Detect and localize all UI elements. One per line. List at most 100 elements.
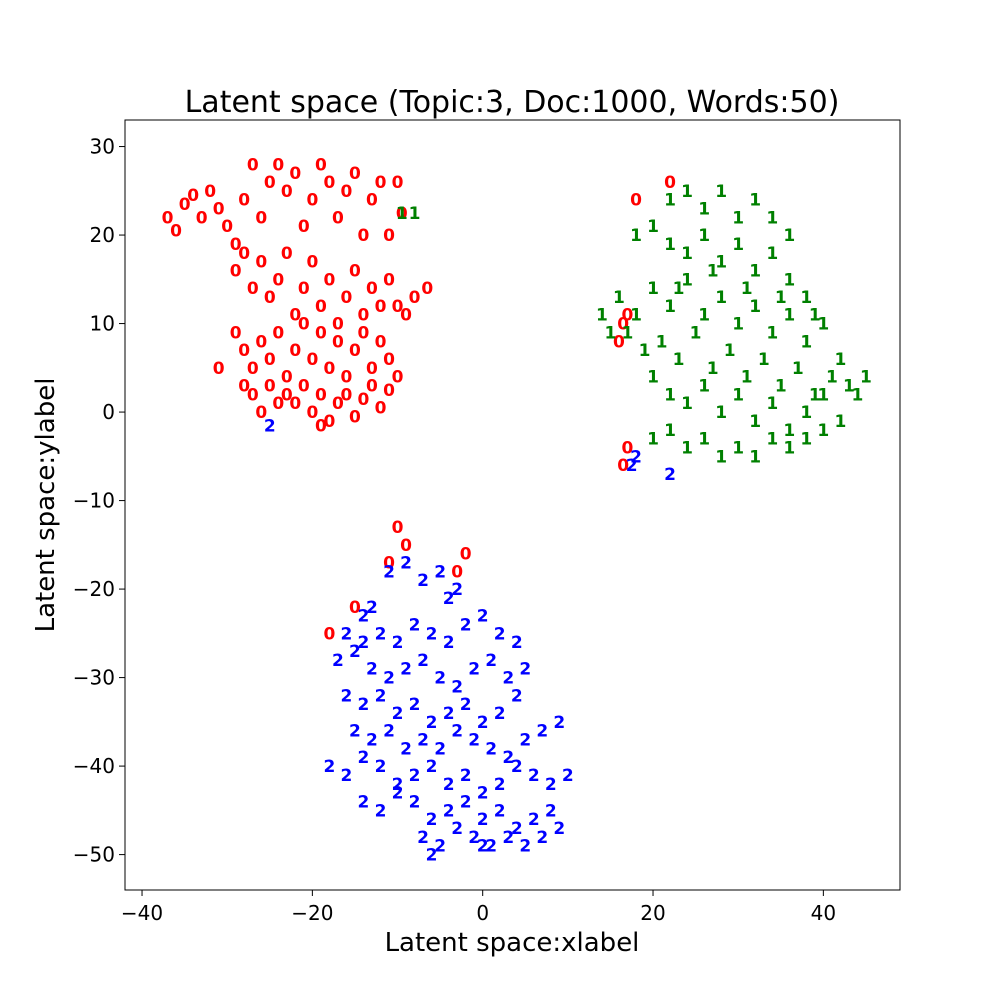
data-point-topic-0: 0 (451, 562, 463, 582)
data-point-topic-1: 1 (664, 421, 676, 441)
data-point-topic-2: 2 (341, 766, 353, 786)
data-point-topic-0: 0 (323, 173, 335, 193)
data-point-topic-2: 2 (451, 819, 463, 839)
data-point-topic-0: 0 (332, 208, 344, 228)
data-point-topic-0: 0 (383, 554, 395, 574)
data-point-topic-2: 2 (536, 722, 548, 742)
data-point-topic-2: 2 (477, 837, 489, 857)
data-point-topic-1: 1 (851, 385, 863, 405)
data-point-topic-1: 1 (664, 297, 676, 317)
data-point-topic-2: 2 (511, 686, 523, 706)
data-point-topic-2: 2 (409, 766, 421, 786)
data-point-topic-2: 2 (443, 775, 455, 795)
data-point-topic-0: 0 (170, 222, 182, 242)
data-point-topic-2: 2 (358, 695, 370, 715)
data-point-topic-0: 0 (196, 208, 208, 228)
data-point-topic-1: 1 (707, 359, 719, 379)
data-point-topic-1: 1 (775, 288, 787, 308)
data-point-topic-0: 0 (375, 399, 387, 419)
data-point-topic-0: 0 (221, 217, 233, 237)
data-point-topic-1: 1 (630, 226, 642, 246)
data-point-topic-2: 2 (528, 766, 540, 786)
data-point-topic-0: 0 (349, 341, 361, 361)
data-point-topic-2: 2 (366, 731, 378, 751)
data-point-topic-1: 1 (732, 438, 744, 458)
data-point-topic-0: 0 (630, 191, 642, 211)
data-point-topic-1: 1 (681, 182, 693, 202)
data-point-topic-0: 0 (230, 235, 242, 255)
data-point-topic-2: 2 (366, 660, 378, 680)
data-point-topic-2: 2 (451, 722, 463, 742)
plot-area-frame (124, 119, 901, 891)
data-point-topic-2: 2 (494, 704, 506, 724)
data-point-topic-0: 0 (392, 518, 404, 538)
data-point-topic-0: 0 (255, 332, 267, 352)
data-point-topic-1: 1 (766, 208, 778, 228)
data-point-topic-2: 2 (519, 837, 531, 857)
x-tick-label: −20 (291, 901, 333, 925)
data-point-topic-0: 0 (272, 323, 284, 343)
data-point-topic-0: 0 (349, 164, 361, 184)
x-tick-label: 40 (811, 901, 836, 925)
data-point-topic-1: 1 (681, 438, 693, 458)
data-point-topic-2: 2 (630, 447, 642, 467)
data-point-topic-2: 2 (460, 695, 472, 715)
data-point-topic-2: 2 (383, 669, 395, 689)
data-point-topic-1: 1 (826, 368, 838, 388)
data-point-topic-0: 0 (341, 385, 353, 405)
data-point-topic-2: 2 (443, 704, 455, 724)
data-point-topic-0: 0 (366, 377, 378, 397)
data-point-topic-2: 2 (511, 819, 523, 839)
data-point-topic-0: 0 (332, 394, 344, 414)
data-point-topic-1: 1 (698, 430, 710, 450)
data-point-topic-0: 0 (306, 253, 318, 273)
data-point-topic-1: 1 (860, 368, 872, 388)
data-point-topic-1: 1 (749, 412, 761, 432)
data-point-topic-1: 1 (800, 430, 812, 450)
data-point-topic-1: 1 (715, 288, 727, 308)
data-point-topic-2: 2 (375, 801, 387, 821)
data-point-topic-1: 1 (792, 359, 804, 379)
data-point-topic-0: 0 (341, 368, 353, 388)
data-point-topic-2: 2 (460, 792, 472, 812)
data-point-topic-1: 1 (605, 323, 617, 343)
data-point-topic-1: 1 (817, 421, 829, 441)
data-point-topic-2: 2 (349, 642, 361, 662)
data-point-topic-0: 0 (392, 368, 404, 388)
data-point-topic-2: 2 (502, 828, 514, 848)
data-point-topic-2: 2 (451, 580, 463, 600)
data-point-topic-0: 0 (298, 217, 310, 237)
data-point-topic-2: 2 (409, 615, 421, 635)
data-point-topic-2: 2 (323, 757, 335, 777)
y-tick-label: 0 (102, 400, 115, 424)
data-point-topic-2: 2 (519, 731, 531, 751)
data-point-topic-2: 2 (434, 669, 446, 689)
data-point-topic-0: 0 (375, 332, 387, 352)
data-point-topic-2: 2 (451, 677, 463, 697)
data-point-topic-2: 2 (417, 651, 429, 671)
data-point-topic-1: 1 (749, 191, 761, 211)
data-point-topic-1: 1 (681, 244, 693, 264)
data-point-topic-2: 2 (485, 651, 497, 671)
data-point-topic-0: 0 (247, 279, 259, 299)
data-point-topic-1: 1 (800, 403, 812, 423)
data-point-topic-0: 0 (162, 208, 174, 228)
data-point-topic-1: 1 (809, 385, 821, 405)
data-point-topic-1: 1 (664, 191, 676, 211)
data-point-topic-0: 0 (315, 385, 327, 405)
data-point-topic-2: 2 (468, 660, 480, 680)
y-tick-label: 10 (90, 312, 115, 336)
data-point-topic-2: 2 (409, 792, 421, 812)
data-point-topic-0: 0 (332, 315, 344, 335)
data-point-topic-1: 1 (749, 297, 761, 317)
data-point-topic-1: 1 (707, 261, 719, 281)
data-point-topic-2: 2 (443, 801, 455, 821)
data-point-topic-0: 0 (383, 350, 395, 370)
data-point-topic-1: 1 (775, 377, 787, 397)
data-point-topic-2: 2 (417, 731, 429, 751)
data-point-topic-1: 1 (698, 226, 710, 246)
data-point-topic-0: 0 (315, 416, 327, 436)
data-point-topic-1: 1 (749, 261, 761, 281)
data-point-topic-0: 0 (281, 182, 293, 202)
data-point-topic-2: 2 (392, 704, 404, 724)
